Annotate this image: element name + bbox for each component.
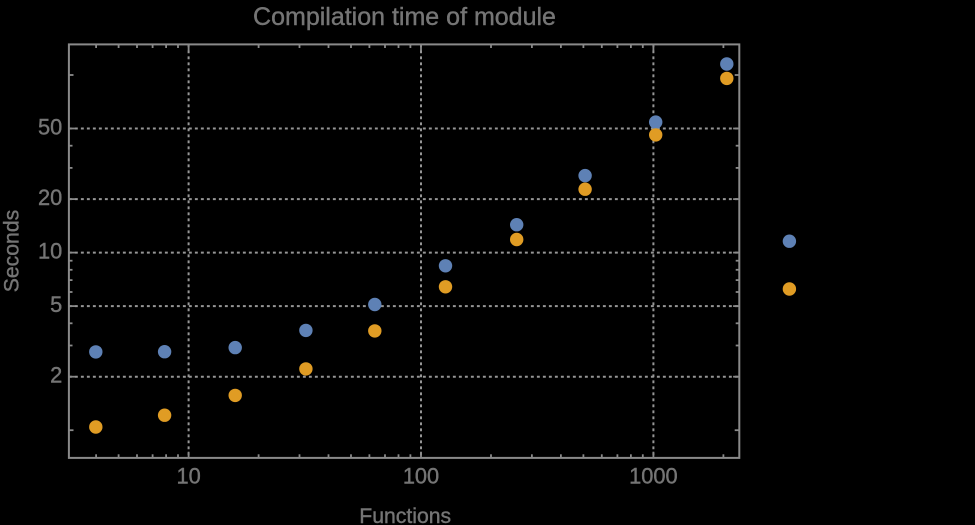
svg-text:10: 10 bbox=[176, 464, 200, 489]
svg-text:1000: 1000 bbox=[629, 464, 678, 489]
svg-text:Functions: Functions bbox=[359, 505, 451, 525]
svg-text:100: 100 bbox=[403, 464, 439, 489]
svg-text:50: 50 bbox=[38, 115, 62, 140]
svg-text:5: 5 bbox=[50, 292, 62, 317]
svg-text:Seconds: Seconds bbox=[1, 210, 24, 292]
svg-text:10: 10 bbox=[38, 239, 62, 264]
svg-text:2: 2 bbox=[50, 363, 62, 388]
svg-text:Compilation time of module: Compilation time of module bbox=[253, 3, 556, 31]
svg-text:20: 20 bbox=[38, 185, 62, 210]
